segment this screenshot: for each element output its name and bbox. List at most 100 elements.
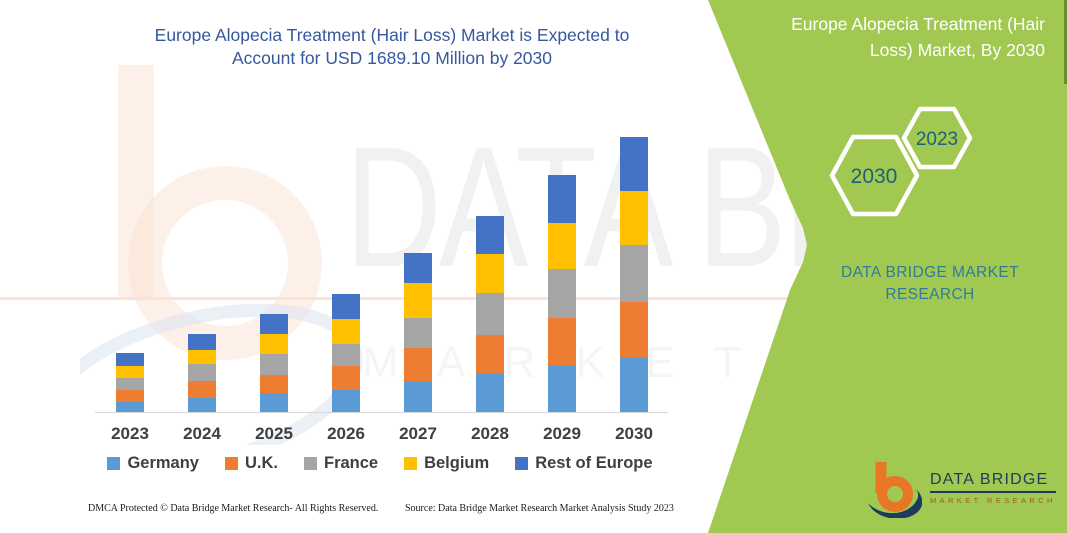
legend-swatch-icon (224, 457, 238, 470)
segment-rest-of-europe-2027 (404, 253, 432, 284)
bar-slot-2027 (382, 130, 454, 412)
segment-france-2030 (620, 245, 648, 302)
segment-germany-2026 (332, 390, 360, 412)
logo-text: DATA BRIDGE MARKET RESEARCH (930, 471, 1056, 505)
segment-rest-of-europe-2025 (260, 313, 288, 334)
footer-source: Source: Data Bridge Market Research Mark… (405, 503, 674, 514)
logo-subtitle: MARKET RESEARCH (930, 496, 1056, 505)
segment-belgium-2028 (476, 253, 504, 294)
brand-text-line2: RESEARCH (885, 286, 975, 304)
legend-swatch-icon (515, 457, 529, 470)
stacked-bar-2029 (548, 174, 576, 412)
panel-title: Europe Alopecia Treatment (Hair Loss) Ma… (745, 11, 1045, 64)
panel-title-line1: Europe Alopecia Treatment (Hair (791, 14, 1045, 34)
legend-item-belgium: Belgium (404, 454, 489, 473)
x-axis-label-2029: 2029 (543, 424, 581, 443)
hexagon-2023: 2023 (901, 106, 973, 170)
segment-u-k--2030 (620, 302, 648, 357)
databridge-logo-icon (868, 462, 922, 518)
segment-rest-of-europe-2029 (548, 174, 576, 223)
panel-title-line2: Loss) Market, By 2030 (869, 40, 1045, 61)
hexagon-2030-label: 2030 (851, 165, 898, 188)
segment-france-2025 (260, 353, 288, 375)
hexagon-2030: 2030 (829, 134, 920, 217)
segment-germany-2025 (260, 393, 288, 412)
stacked-bar-2028 (476, 216, 504, 412)
legend-label: France (323, 454, 379, 472)
segment-france-2026 (332, 344, 360, 367)
segment-u-k--2023 (116, 390, 144, 403)
bar-slot-2026 (310, 130, 382, 412)
bar-slot-2030 (598, 130, 670, 412)
bar-slot-2029 (526, 130, 598, 412)
segment-rest-of-europe-2023 (116, 353, 144, 367)
stacked-bar-2030 (620, 137, 648, 412)
segment-france-2029 (548, 268, 576, 318)
segment-belgium-2027 (404, 283, 432, 319)
logo-name: DATA BRIDGE (930, 471, 1056, 493)
bar-slot-2024 (166, 130, 238, 412)
chart-title-line1: Europe Alopecia Treatment (Hair Loss) Ma… (154, 25, 630, 45)
hexagon-badges: 2030 2023 (829, 106, 973, 217)
chart-title-line2: Account for USD 1689.10 Million by 2030 (231, 48, 553, 69)
bar-slot-2028 (454, 130, 526, 412)
bar-slot-2025 (238, 130, 310, 412)
legend-swatch-icon (303, 457, 317, 470)
legend-label: U.K. (244, 454, 278, 472)
legend-item-france: France (303, 454, 379, 473)
plot-area (94, 130, 670, 412)
chart-title: Europe Alopecia Treatment (Hair Loss) Ma… (92, 24, 692, 70)
segment-u-k--2027 (404, 348, 432, 382)
segment-belgium-2029 (548, 222, 576, 269)
legend-item-germany: Germany (107, 454, 199, 473)
legend-item-rest-of-europe: Rest of Europe (515, 454, 653, 473)
legend-item-u-k-: U.K. (224, 454, 278, 473)
segment-belgium-2030 (620, 190, 648, 245)
x-axis-labels: 2023 2024 2025 2026 2027 2028 2029 2030 (94, 424, 670, 444)
segment-germany-2027 (404, 381, 432, 412)
segment-belgium-2024 (188, 350, 216, 365)
legend-swatch-icon (404, 457, 418, 470)
bar-slot-2023 (94, 130, 166, 412)
segment-rest-of-europe-2026 (332, 293, 360, 320)
segment-u-k--2026 (332, 366, 360, 390)
segment-france-2027 (404, 318, 432, 349)
x-axis-label-2028: 2028 (471, 424, 509, 443)
stacked-bar-2027 (404, 253, 432, 412)
stacked-bar-2026 (332, 293, 360, 412)
x-axis-line (95, 412, 668, 413)
segment-france-2023 (116, 378, 144, 391)
brand-text-line1: DATA BRIDGE MARKET (840, 264, 1019, 281)
stacked-bar-2025 (260, 313, 288, 412)
segment-france-2028 (476, 293, 504, 336)
x-axis-label-2024: 2024 (183, 424, 221, 443)
stacked-bar-2024 (188, 334, 216, 412)
segment-belgium-2025 (260, 333, 288, 354)
segment-u-k--2025 (260, 374, 288, 393)
segment-germany-2030 (620, 357, 648, 412)
segment-belgium-2023 (116, 366, 144, 379)
x-axis-label-2027: 2027 (399, 424, 437, 443)
x-axis-label-2030: 2030 (615, 424, 653, 443)
legend-label: Germany (127, 454, 199, 472)
segment-u-k--2028 (476, 335, 504, 373)
segment-rest-of-europe-2024 (188, 334, 216, 351)
segment-germany-2029 (548, 364, 576, 412)
x-axis-label-2025: 2025 (255, 424, 293, 443)
segment-germany-2028 (476, 372, 504, 412)
legend-swatch-icon (107, 457, 121, 470)
stacked-bar-2023 (116, 353, 144, 412)
segment-rest-of-europe-2030 (620, 137, 648, 191)
databridge-logo: DATA BRIDGE MARKET RESEARCH (866, 458, 1056, 518)
brand-text: DATA BRIDGE MARKET RESEARCH (828, 262, 1032, 307)
x-axis-label-2023: 2023 (111, 424, 149, 443)
segment-u-k--2029 (548, 317, 576, 365)
panel-edge-strip (1064, 0, 1067, 84)
segment-u-k--2024 (188, 381, 216, 398)
segment-belgium-2026 (332, 319, 360, 345)
legend-label: Rest of Europe (535, 454, 653, 472)
chart-legend: Germany U.K. France Belgium Rest of Europe (60, 454, 700, 473)
hexagon-2023-label: 2023 (916, 129, 958, 150)
segment-germany-2024 (188, 398, 216, 412)
